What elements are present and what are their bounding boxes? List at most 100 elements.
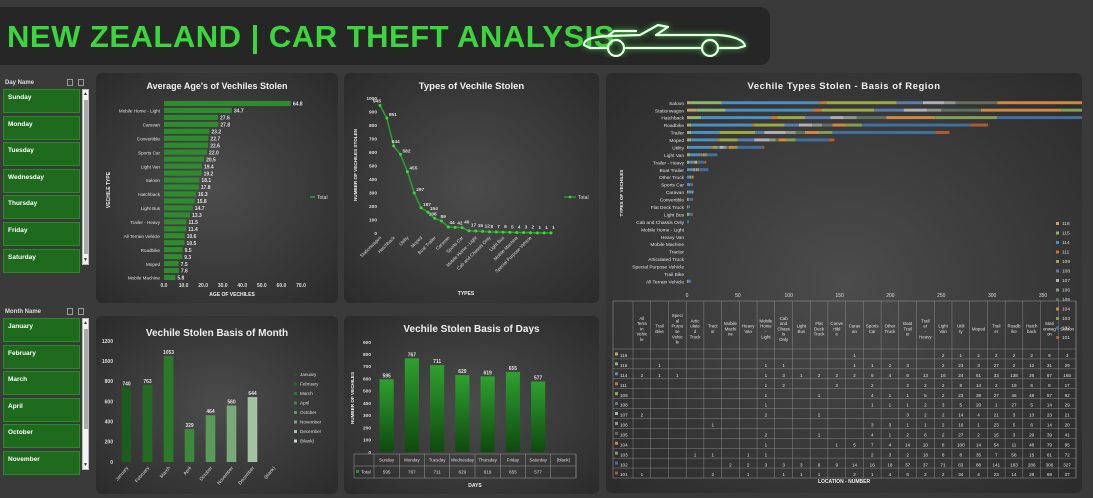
region-table-header: Light (938, 324, 948, 329)
scroll-up-icon[interactable]: ▲ (83, 320, 88, 326)
region-bar-segment (699, 168, 709, 172)
region-table-cell: 11 (1012, 442, 1017, 447)
day-slicer-item[interactable]: Friday (3, 221, 80, 246)
region-bar-segment (687, 116, 690, 120)
month-slicer-item[interactable]: January (3, 318, 80, 342)
clear-filter-icon[interactable] (78, 308, 84, 315)
age-bar (164, 233, 185, 239)
region-bar-segment (695, 160, 698, 164)
types-data-label: 2 (531, 225, 534, 231)
month-legend-swatch (294, 382, 297, 386)
region-table-cell: 5 (853, 442, 856, 447)
days-x-axis-label: DAYS (468, 483, 482, 489)
region-bar-segment (687, 130, 690, 134)
region-table-cell: 56 (1011, 452, 1017, 457)
region-bar-segment (693, 190, 695, 194)
region-table-cell: 1 (977, 423, 980, 428)
month-slicer-item[interactable]: April (3, 397, 80, 422)
day-slicer-item[interactable]: Wednesday (3, 168, 80, 193)
month-slicer-item[interactable]: March (3, 371, 80, 396)
days-y-tick: 400 (363, 401, 371, 407)
scroll-down-icon[interactable]: ▼ (83, 257, 88, 263)
day-slicer-item[interactable]: Monday (3, 115, 80, 140)
month-x-tick: April (182, 465, 193, 476)
region-table-cell: 9 (835, 462, 838, 467)
scroll-thumb[interactable] (84, 329, 88, 429)
region-table-header: Bike (655, 329, 664, 334)
types-point (522, 231, 526, 235)
region-table-cell: 14 (958, 413, 964, 418)
month-slicer-item[interactable]: October (3, 424, 80, 449)
region-table-header: ne (728, 332, 733, 337)
region-bar-segment (687, 212, 689, 216)
region-bar-segment (689, 160, 694, 164)
age-category-label: Convertible (137, 136, 161, 141)
scroll-up-icon[interactable]: ▲ (83, 91, 88, 97)
days-bar (505, 371, 520, 452)
region-x-tick: 250 (937, 293, 946, 299)
age-bar (164, 191, 196, 197)
region-table-cell: 2 (924, 472, 927, 477)
day-slicer-item[interactable]: Saturday (3, 248, 80, 273)
age-bar (164, 240, 185, 246)
avg-age-chart-panel: Average Age's of Vechiles Stolen 64.8 34.… (96, 73, 338, 303)
region-bar-segment (690, 175, 692, 179)
types-data-label: 1 (552, 225, 555, 231)
age-bar (164, 184, 199, 190)
region-table-row-swatch (615, 382, 618, 386)
day-slicer-item[interactable]: Tuesday (3, 142, 80, 167)
month-legend-label: December (300, 429, 322, 434)
region-table-cell: 14 (852, 462, 858, 467)
region-table-cell: 27 (994, 363, 1000, 368)
region-table-cell: 4 (889, 442, 892, 447)
types-x-axis-label: TYPES (458, 291, 475, 297)
day-slicer-item[interactable]: Sunday (3, 89, 80, 113)
region-table-cell: 1 (765, 442, 768, 447)
region-table-header: an (852, 329, 857, 334)
types-point (542, 231, 546, 235)
region-bar-segment (737, 145, 763, 149)
region-table-cell: 100 (957, 442, 965, 447)
region-bar-segment (822, 123, 833, 127)
region-table-cell: 2 (711, 472, 714, 477)
region-table-header: Van (939, 329, 947, 334)
region-table-cell: 5 (1030, 403, 1033, 408)
day-slicer-scrollbar[interactable]: ▲ ▼ (82, 89, 89, 265)
types-data-label: 4 (518, 224, 521, 230)
region-table-cell: 21 (994, 413, 1000, 418)
types-y-tick: 0 (374, 231, 377, 237)
age-x-tick: 40.0 (237, 283, 247, 289)
days-table-header: Friday (507, 458, 520, 463)
region-legend-label: 105 (1062, 297, 1070, 303)
region-table-cell: 41 (1065, 433, 1071, 438)
region-bar-segment (692, 212, 694, 216)
region-table-cell: 1 (711, 452, 714, 457)
types-data-label: 187 (423, 202, 431, 208)
region-table-cell: 1 (906, 393, 909, 398)
region-table-header: Light (761, 334, 771, 339)
days-table-cell: 595 (383, 470, 391, 475)
month-bar (121, 387, 132, 462)
region-table-cell: 1 (818, 393, 821, 398)
scroll-thumb[interactable] (84, 100, 88, 254)
region-table-cell: 2 (818, 373, 821, 378)
multi-select-icon[interactable] (67, 79, 73, 86)
month-slicer-item[interactable]: February (3, 344, 80, 369)
month-slicer-scrollbar[interactable]: ▲ ▼ (82, 318, 89, 470)
month-slicer-item[interactable]: November (3, 450, 80, 475)
age-bar (164, 267, 179, 274)
region-table-header: ike (1011, 329, 1017, 334)
region-legend-label: 106 (1062, 288, 1070, 294)
region-bar-segment (692, 197, 694, 201)
region-table-cell: 1 (747, 472, 750, 477)
clear-filter-icon[interactable] (78, 79, 84, 86)
region-table-cell: 61 (1047, 452, 1053, 457)
region-category-label: Trailer (671, 131, 685, 137)
region-table-header: or (711, 329, 715, 334)
day-slicer-item[interactable]: Thursday (3, 195, 80, 220)
multi-select-icon[interactable] (67, 308, 73, 315)
days-y-tick: 0 (368, 450, 371, 456)
types-point (378, 103, 382, 107)
region-x-axis-label: LOCATION - NUMBER (818, 479, 871, 485)
scroll-down-icon[interactable]: ▼ (83, 462, 88, 468)
